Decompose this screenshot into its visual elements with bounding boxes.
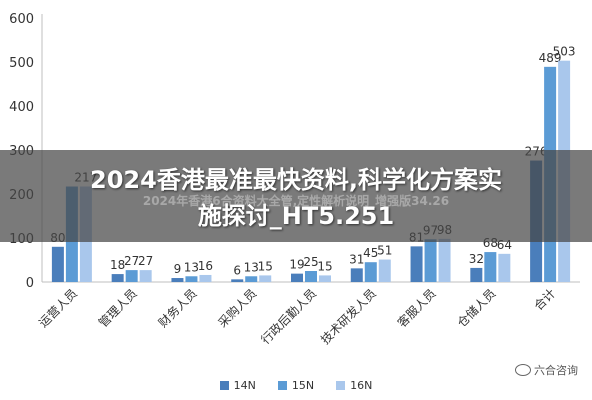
bar-14n-2 (171, 278, 184, 282)
x-tick-label: 客服人员 (394, 286, 439, 331)
legend-swatch-15n (277, 381, 287, 390)
overlay-title: 2024香港最准最快资料,科学化方案实 施探讨_HT5.251 (0, 162, 592, 234)
y-tick-label: 500 (9, 56, 34, 71)
bar-15n-2 (185, 276, 198, 282)
data-label: 31 (349, 252, 364, 266)
y-tick-label: 400 (9, 100, 34, 115)
data-label: 15 (317, 259, 332, 273)
data-label: 32 (469, 252, 484, 266)
data-label: 51 (377, 244, 392, 258)
bar-16n-5 (378, 259, 391, 282)
data-label: 489 (539, 51, 562, 65)
data-label: 27 (138, 254, 153, 268)
x-tick-label: 技术研发人员 (317, 286, 379, 348)
data-label: 27 (124, 254, 139, 268)
overlay-title-line1: 2024香港最准最快资料,科学化方案实 (90, 166, 502, 194)
bar-16n-4 (319, 275, 331, 282)
data-label: 19 (289, 258, 304, 272)
x-tick-label: 运营人员 (36, 286, 80, 330)
bar-16n-2 (199, 274, 212, 282)
bar-15n-1 (125, 270, 138, 282)
x-tick-label: 合计 (531, 286, 559, 314)
x-tick-label: 财务人员 (155, 286, 200, 331)
bar-16n-6 (438, 238, 451, 282)
legend-swatch-16n (336, 381, 346, 390)
data-label: 503 (553, 45, 576, 59)
data-label: 9 (174, 262, 182, 276)
bar-16n-1 (139, 270, 152, 282)
legend-swatch-14n (219, 381, 229, 390)
bar-15n-5 (364, 262, 377, 282)
bar-15n-3 (245, 276, 258, 282)
legend-label-16n: 16N (350, 379, 373, 392)
bar-14n-3 (231, 279, 244, 282)
bar-14n-0 (51, 246, 64, 282)
data-label: 16 (198, 259, 213, 273)
bar-14n-7 (470, 267, 483, 282)
bar-16n-3 (259, 275, 272, 282)
wechat-icon (515, 364, 531, 376)
y-tick-label: 0 (26, 276, 34, 291)
bar-16n-7 (498, 253, 511, 282)
legend-item-16n: 16N (336, 379, 372, 392)
legend-label-14n: 14N (233, 379, 256, 392)
data-label: 25 (303, 255, 318, 269)
y-tick-label: 600 (9, 12, 34, 27)
overlay-title-line2: 施探讨_HT5.251 (197, 202, 395, 230)
data-label: 15 (258, 259, 273, 273)
watermark-text: 2024年香港6合资料大全管,定性解析说明_增强版34.26 (142, 194, 450, 208)
data-label: 13 (184, 260, 199, 274)
title-overlay-band (0, 150, 592, 242)
legend-item-15n: 15N (277, 379, 315, 392)
bar-14n-4 (291, 273, 303, 282)
bar-14n-5 (350, 268, 363, 282)
bar-14n-6 (410, 246, 423, 282)
legend-item-14n: 14N (219, 379, 256, 392)
brand-label: 六合咨询 (534, 364, 578, 377)
x-tick-label: 采购人员 (215, 286, 260, 331)
x-tick-label: 仓储人员 (454, 286, 499, 331)
legend-label-15n: 15N (291, 379, 315, 392)
brand-mark: 六合咨询 (515, 362, 578, 378)
bar-14n-1 (111, 274, 124, 282)
data-label: 6 (233, 263, 241, 277)
data-label: 45 (363, 246, 378, 260)
bar-15n-4 (305, 271, 317, 282)
x-tick-label: 管理人员 (95, 286, 140, 331)
legend: 14N 15N 16N (0, 379, 592, 392)
bar-15n-7 (484, 252, 497, 282)
data-label: 18 (110, 258, 125, 272)
x-tick-label: 行政后勤人员 (258, 286, 319, 347)
bar-15n-6 (424, 239, 437, 282)
data-label: 13 (244, 260, 259, 274)
